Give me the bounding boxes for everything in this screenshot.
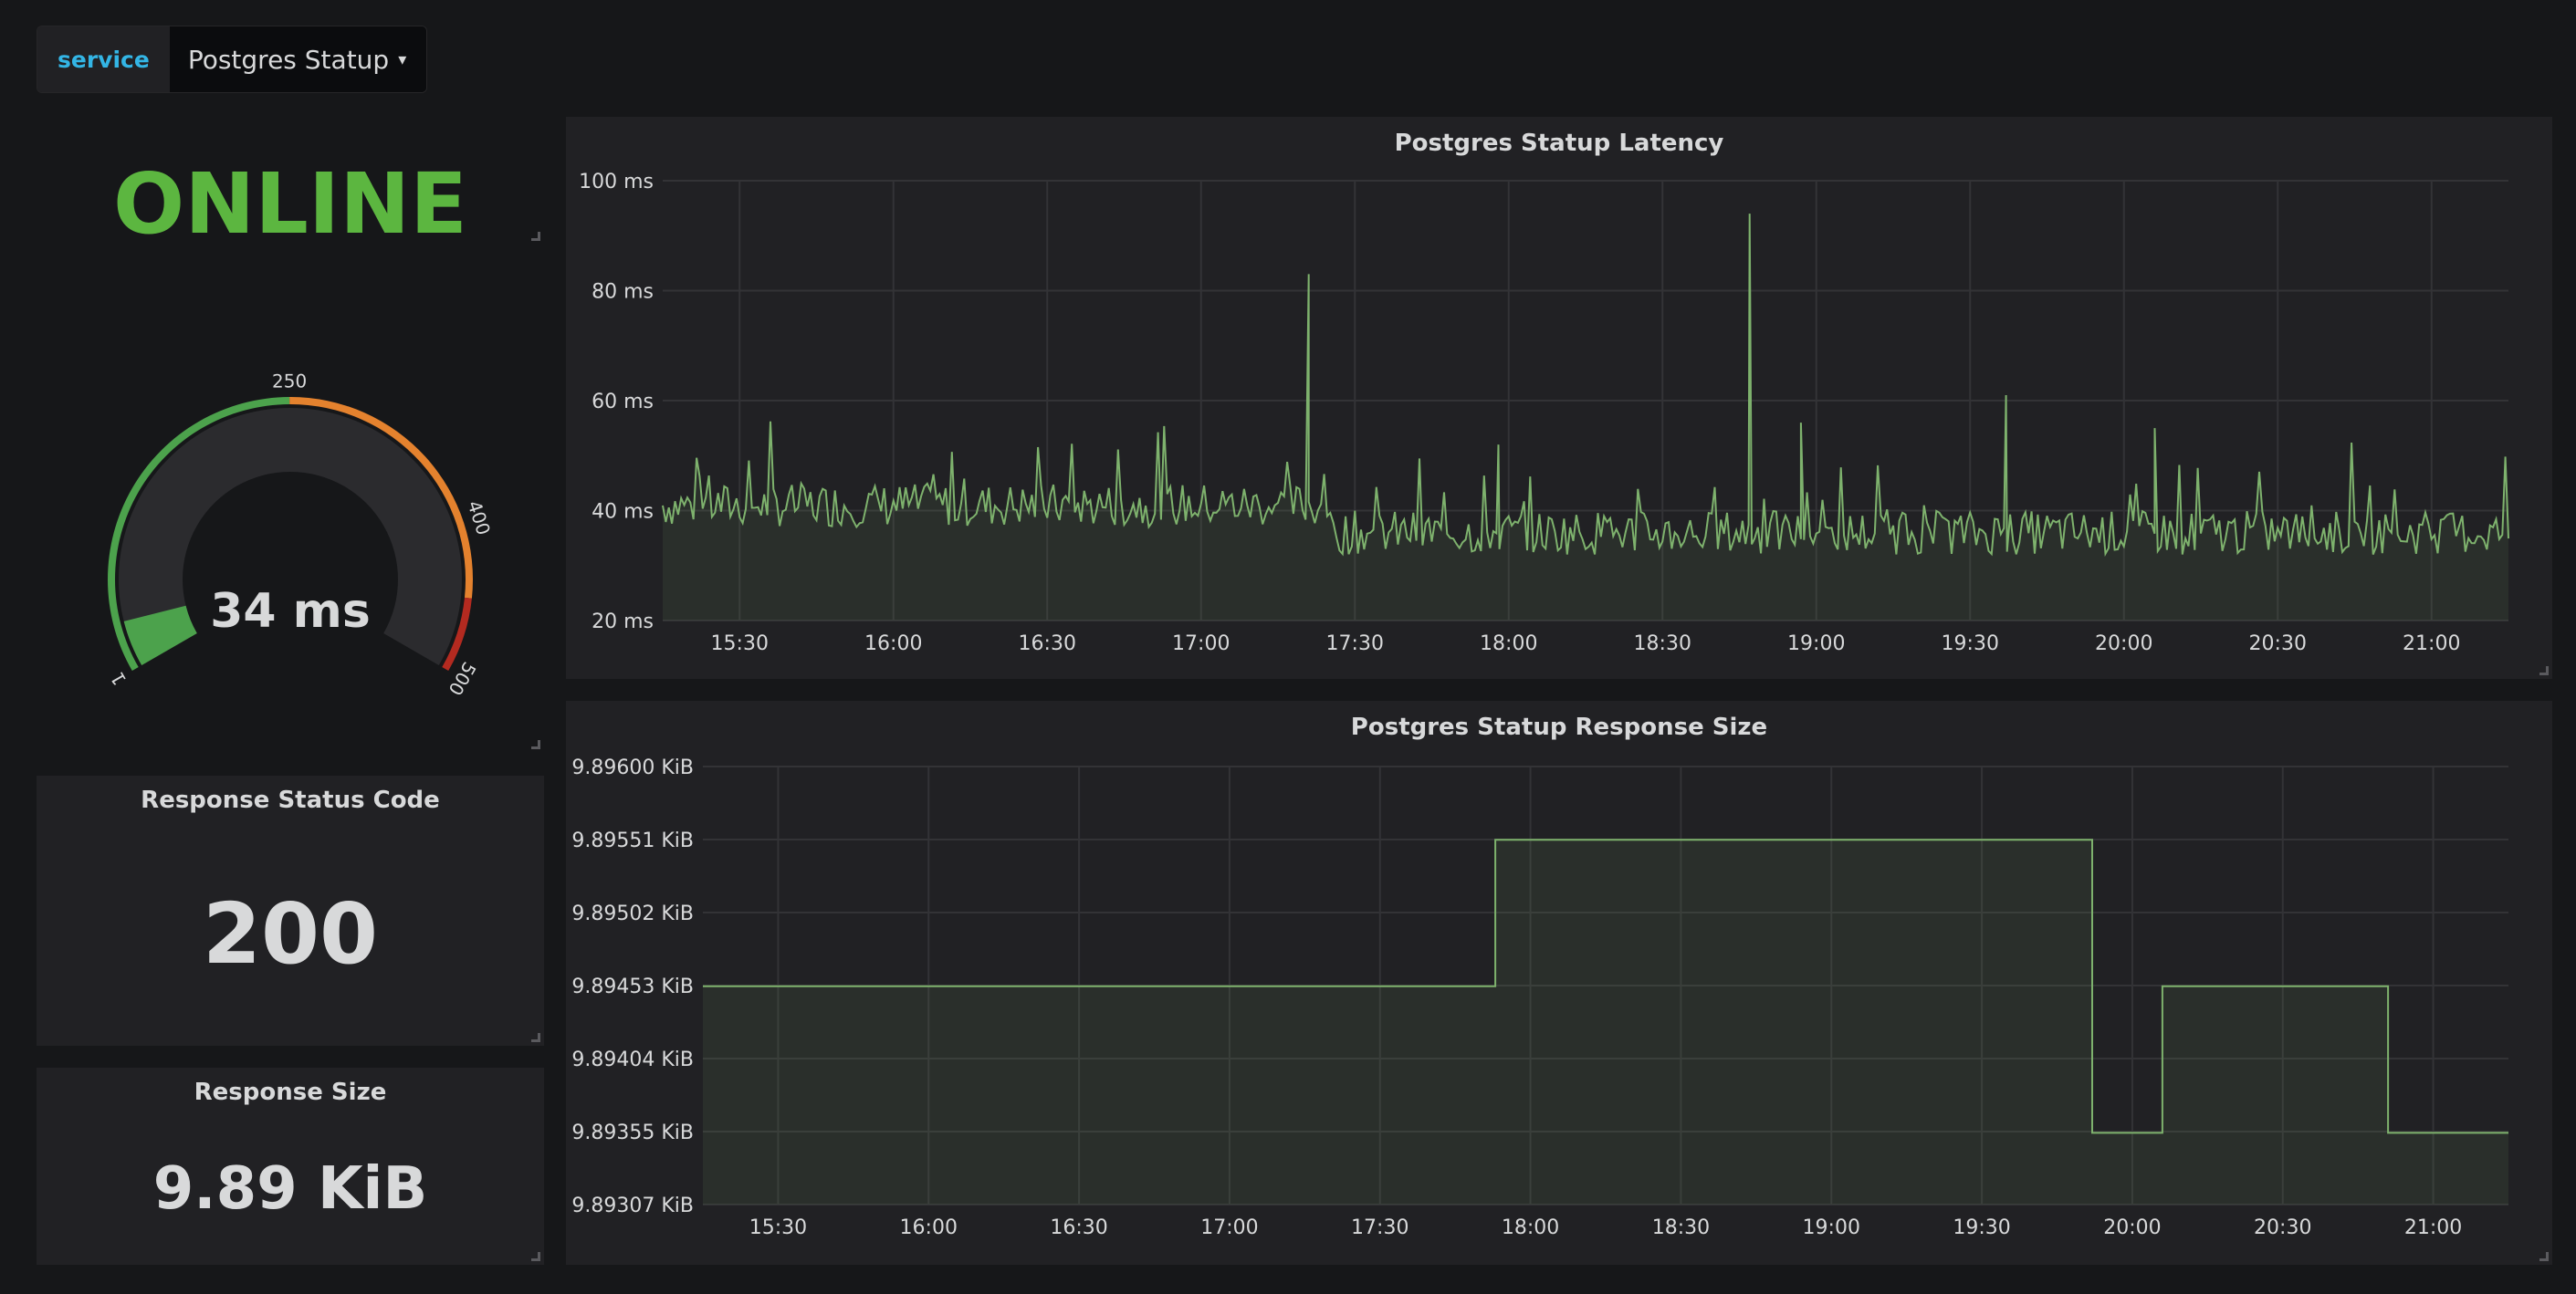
gauge-tick-label: 250	[272, 370, 307, 391]
y-tick-label: 40 ms	[592, 501, 654, 524]
status-value: ONLINE	[113, 155, 467, 253]
y-tick-label: 9.89404 KiB	[571, 1049, 694, 1071]
y-tick-label: 9.89551 KiB	[571, 830, 694, 852]
response-size-chart: 9.89600 KiB 9.89551 KiB 9.89502 KiB 9.89453…	[571, 757, 2508, 1239]
status-panel: ONLINE	[37, 119, 544, 253]
y-tick-label: 9.89355 KiB	[571, 1122, 694, 1144]
threshold-crit-band	[442, 597, 472, 671]
caret-down-icon: ▾	[398, 49, 407, 69]
x-tick-label: 15:30	[749, 1216, 807, 1239]
panel-title: Postgres Statup Latency	[1394, 130, 1724, 157]
x-tick-label: 20:30	[2254, 1216, 2311, 1239]
y-tick-label: 9.89453 KiB	[571, 976, 694, 998]
latency-series-line	[662, 214, 2509, 558]
gauge-tick-label: 1	[106, 668, 131, 689]
x-tick-label: 19:00	[1787, 632, 1845, 655]
x-tick-label: 19:00	[1803, 1216, 1860, 1239]
latency-graph-panel: Postgres Statup Latency 100 ms 80 ms 60 ms…	[566, 117, 2552, 679]
x-tick-label: 21:00	[2404, 1216, 2462, 1239]
size-area	[703, 840, 2508, 1205]
x-tick-label: 17:30	[1351, 1216, 1408, 1239]
y-tick-label: 60 ms	[592, 391, 654, 413]
latency-area	[663, 214, 2508, 621]
response-size-value: 9.89 KiB	[152, 1155, 428, 1223]
latency-chart: 100 ms 80 ms 60 ms 40 ms 20 ms 15:30 16:00 16:3…	[579, 171, 2509, 655]
service-select-value: Postgres Statup	[187, 44, 390, 75]
panel-title: Response Status Code	[141, 787, 440, 814]
threshold-ok-band	[108, 397, 290, 671]
x-tick-label: 16:30	[1019, 632, 1076, 655]
x-tick-label: 17:00	[1200, 1216, 1258, 1239]
x-tick-label: 20:00	[2103, 1216, 2161, 1239]
y-tick-label: 9.89600 KiB	[571, 757, 694, 779]
resize-handle[interactable]	[531, 1252, 540, 1261]
gauge-tick-label: 400	[463, 498, 495, 538]
resize-handle[interactable]	[2539, 666, 2549, 675]
size-graph-panel: Postgres Statup Response Size 9.89600 Ki…	[566, 701, 2552, 1265]
status-code-panel: Response Status Code 200	[37, 776, 544, 1046]
x-tick-label: 16:00	[900, 1216, 958, 1239]
x-tick-label: 19:30	[1953, 1216, 2010, 1239]
panel-title: Response Size	[194, 1079, 387, 1106]
x-tick-label: 16:00	[864, 632, 922, 655]
x-tick-label: 15:30	[711, 632, 769, 655]
variable-label: service	[37, 26, 170, 92]
resize-handle[interactable]	[531, 740, 540, 749]
y-tick-label: 20 ms	[592, 610, 654, 633]
resize-handle[interactable]	[531, 1033, 540, 1042]
service-variable: service Postgres Statup ▾	[37, 26, 428, 93]
x-tick-label: 16:30	[1050, 1216, 1107, 1239]
x-tick-label: 20:00	[2095, 632, 2152, 655]
x-tick-label: 18:30	[1634, 632, 1691, 655]
y-tick-label: 100 ms	[579, 171, 654, 193]
y-tick-label: 9.89502 KiB	[571, 903, 694, 925]
y-tick-label: 80 ms	[592, 281, 654, 304]
service-select[interactable]: Postgres Statup ▾	[169, 26, 427, 92]
x-tick-label: 17:00	[1172, 632, 1230, 655]
resize-handle[interactable]	[531, 232, 540, 241]
y-tick-label: 9.89307 KiB	[571, 1195, 694, 1217]
x-tick-label: 18:30	[1652, 1216, 1710, 1239]
x-tick-label: 18:00	[1480, 632, 1537, 655]
panel-title: Postgres Statup Response Size	[1350, 714, 1768, 741]
gauge-track	[118, 408, 462, 665]
resize-handle[interactable]	[2539, 1252, 2549, 1261]
x-tick-label: 17:30	[1326, 632, 1384, 655]
status-code-value: 200	[202, 885, 379, 983]
response-size-panel: Response Size 9.89 KiB	[37, 1068, 544, 1265]
x-tick-label: 20:30	[2249, 632, 2307, 655]
x-tick-label: 19:30	[1942, 632, 1999, 655]
gauge-value: 34 ms	[210, 584, 371, 639]
size-series-line	[703, 839, 2508, 1134]
latency-gauge-panel: 1 250 400 500 34 ms	[37, 265, 544, 753]
gauge-value-fill	[123, 605, 197, 665]
x-tick-label: 18:00	[1502, 1216, 1559, 1239]
x-tick-label: 21:00	[2403, 632, 2460, 655]
